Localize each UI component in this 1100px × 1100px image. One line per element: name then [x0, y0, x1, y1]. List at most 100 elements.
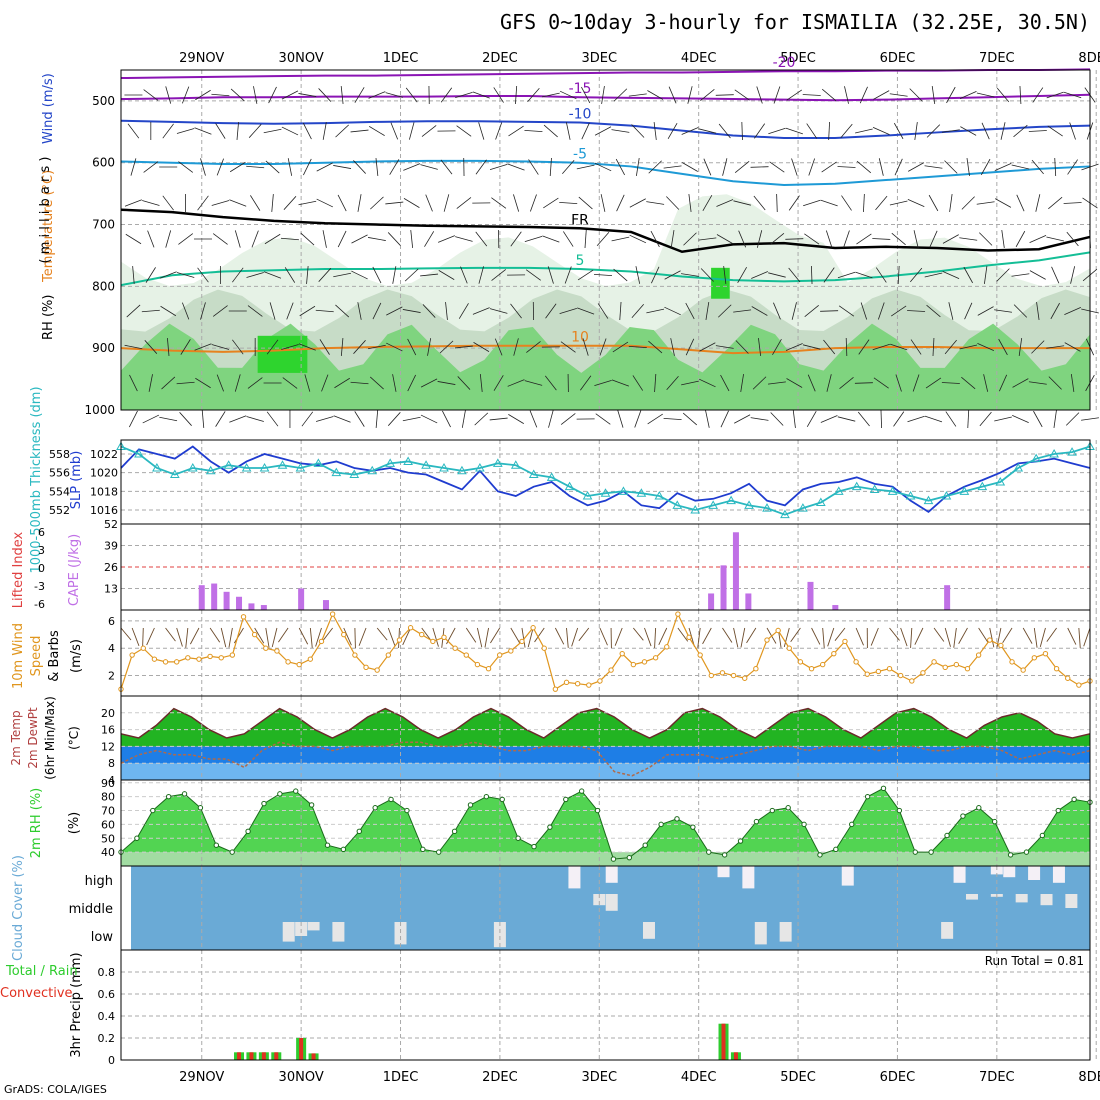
wind-speed-point	[274, 648, 280, 654]
wind-barb	[698, 128, 717, 134]
wind-barb	[479, 374, 483, 392]
wind-barb	[1032, 87, 1044, 103]
wind-barb	[456, 197, 472, 209]
rh-point	[849, 821, 855, 828]
wind-barb	[857, 411, 870, 427]
date-label-bottom: 7DEC	[979, 1070, 1015, 1085]
wind-barb	[180, 339, 191, 355]
wind-barb	[420, 414, 438, 424]
wind-barb	[507, 163, 525, 171]
wind-barb	[658, 627, 668, 646]
wind-barb	[443, 194, 450, 212]
wind-barb	[944, 160, 958, 174]
wind-barb	[315, 309, 334, 313]
wind-barb	[715, 345, 734, 349]
wind-barb	[703, 158, 712, 176]
wind-speed-point	[474, 661, 481, 668]
wind-barb	[367, 237, 386, 241]
wind-barb	[402, 627, 411, 646]
wind-speed-point	[329, 611, 336, 617]
wind-barb	[165, 230, 172, 248]
wind-barb	[929, 230, 938, 248]
wind-barb	[354, 87, 365, 103]
wind-barb	[454, 345, 473, 349]
cloud-cell	[493, 922, 506, 948]
wind-barb	[716, 199, 734, 207]
wind-barb	[941, 129, 960, 133]
wind-barb	[912, 374, 920, 392]
lifted-ylabel: Lifted Index	[11, 531, 26, 608]
wind-barb	[265, 160, 280, 174]
wind-barb	[385, 92, 404, 98]
thickness-point	[475, 462, 485, 472]
wind-speed-point	[764, 637, 770, 643]
wind-barb	[617, 410, 624, 428]
wind-barb	[948, 302, 954, 320]
wind-barb	[768, 127, 786, 135]
wind-barb	[521, 627, 526, 648]
cape-bar	[732, 532, 739, 610]
wind-barb	[456, 125, 472, 137]
date-label-bottom: 8DEC	[1078, 1070, 1100, 1085]
wind-barb	[681, 127, 699, 135]
y2-tick-label: 556	[49, 467, 70, 480]
wind-speed-point	[708, 672, 715, 679]
wind-barb	[211, 200, 230, 206]
wind-barb	[718, 304, 732, 318]
wind-barb	[403, 198, 420, 208]
wind-barb	[786, 378, 803, 388]
wind-barb	[442, 410, 451, 428]
cloud-cell	[568, 866, 581, 889]
y2-tick-label: 552	[49, 504, 70, 517]
ylabel-part: Temperature (°C)	[41, 170, 56, 283]
wind-barb	[611, 236, 630, 242]
rh-point	[451, 828, 458, 835]
y-tick-label: 600	[92, 156, 115, 170]
wind-barb	[826, 374, 832, 392]
wind-barb	[333, 415, 351, 423]
wind-barb	[211, 93, 230, 97]
wind-speed-point	[285, 659, 291, 665]
wind-barb	[268, 86, 277, 104]
thickness-point	[457, 465, 467, 475]
wind-barb	[631, 124, 645, 138]
wind-barb	[142, 414, 160, 424]
isotherm-label: FR	[571, 212, 589, 228]
wind-speed-point	[563, 679, 570, 686]
wind-speed-point	[641, 659, 648, 665]
wind-barb	[1051, 266, 1060, 284]
wind-barb	[753, 195, 766, 211]
wind-barb	[1019, 85, 1022, 105]
cape-bar	[248, 603, 255, 610]
wind-barb	[541, 92, 560, 98]
y-tick-label: 0	[108, 1054, 115, 1067]
thickness-point	[564, 481, 575, 491]
thickness-point	[1067, 447, 1077, 456]
wind-barb	[963, 266, 973, 284]
rh-point	[721, 852, 728, 858]
wind-barb	[870, 627, 879, 646]
wind-barb	[875, 195, 888, 211]
wind-barb	[510, 231, 522, 247]
thickness-point	[959, 486, 970, 495]
wind-barb	[432, 627, 439, 647]
wind-barb	[889, 93, 908, 97]
wind-barb	[148, 374, 153, 392]
wind-barb	[740, 374, 744, 392]
thickness-point	[134, 448, 144, 458]
wind-barb	[525, 269, 541, 281]
wind-barb	[688, 194, 692, 212]
wind-barb	[403, 163, 421, 171]
wind-barb	[772, 339, 782, 355]
wind-barb	[194, 343, 212, 351]
rh-point	[261, 800, 267, 807]
rh-point	[610, 856, 617, 862]
wind-barb	[666, 375, 679, 391]
wind-barb	[792, 410, 796, 428]
wind-barb	[357, 194, 362, 212]
wind-barb	[176, 272, 195, 278]
wind-barb	[860, 302, 868, 320]
wind-barb	[129, 374, 138, 392]
wind-barb	[194, 127, 212, 135]
wind-barb	[1036, 302, 1040, 320]
